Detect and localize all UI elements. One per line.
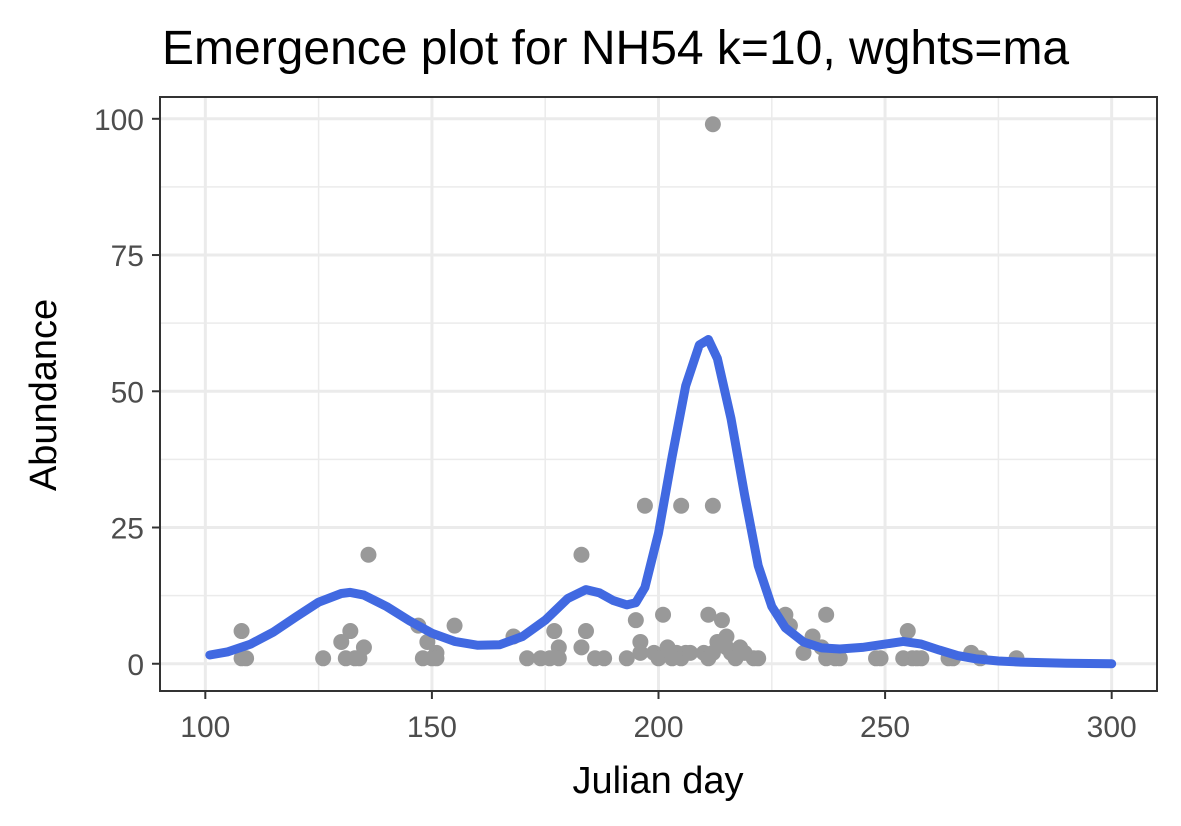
data-point [342,623,359,640]
data-point [750,650,767,667]
y-tick-label: 25 [111,513,144,546]
data-point [577,623,594,640]
data-point [519,650,536,667]
fitted-curve [205,335,1117,669]
x-tick-label: 100 [180,711,230,744]
data-point [795,644,812,661]
y-tick-label: 75 [111,240,144,273]
data-point [655,606,672,623]
data-point [650,650,667,667]
data-point [700,606,717,623]
data-point [872,650,889,667]
data-point [238,650,255,667]
data-point [704,116,721,133]
data-point [360,546,377,563]
data-point [446,617,463,634]
x-tick-label: 200 [633,711,683,744]
data-point [899,623,916,640]
chart-title: Emergence plot for NH54 k=10, wghts=ma [162,22,1069,75]
data-point [419,633,436,650]
data-point [704,497,721,514]
data-point [632,644,649,661]
y-tick-label: 50 [111,376,144,409]
data-point [831,650,848,667]
data-point [333,633,350,650]
y-tick-label: 100 [94,104,144,137]
data-point [315,650,332,667]
x-tick-label: 300 [1087,711,1137,744]
x-axis-title: Julian day [572,760,743,802]
data-point [673,497,690,514]
data-point [818,606,835,623]
y-axis-title: Abundance [23,299,65,491]
data-point [913,650,930,667]
x-tick-label: 250 [860,711,910,744]
data-point [546,623,563,640]
y-tick-label: 0 [127,649,144,682]
data-point [355,639,372,656]
data-point [618,650,635,667]
x-tick-label: 150 [407,711,457,744]
data-point [550,650,567,667]
plot-panel [159,96,1158,692]
data-point [596,650,613,667]
data-point [636,497,653,514]
data-point [573,639,590,656]
data-point [428,650,445,667]
data-point [713,612,730,629]
data-point [627,612,644,629]
data-point [233,623,250,640]
data-point [573,546,590,563]
data-point [682,644,699,661]
